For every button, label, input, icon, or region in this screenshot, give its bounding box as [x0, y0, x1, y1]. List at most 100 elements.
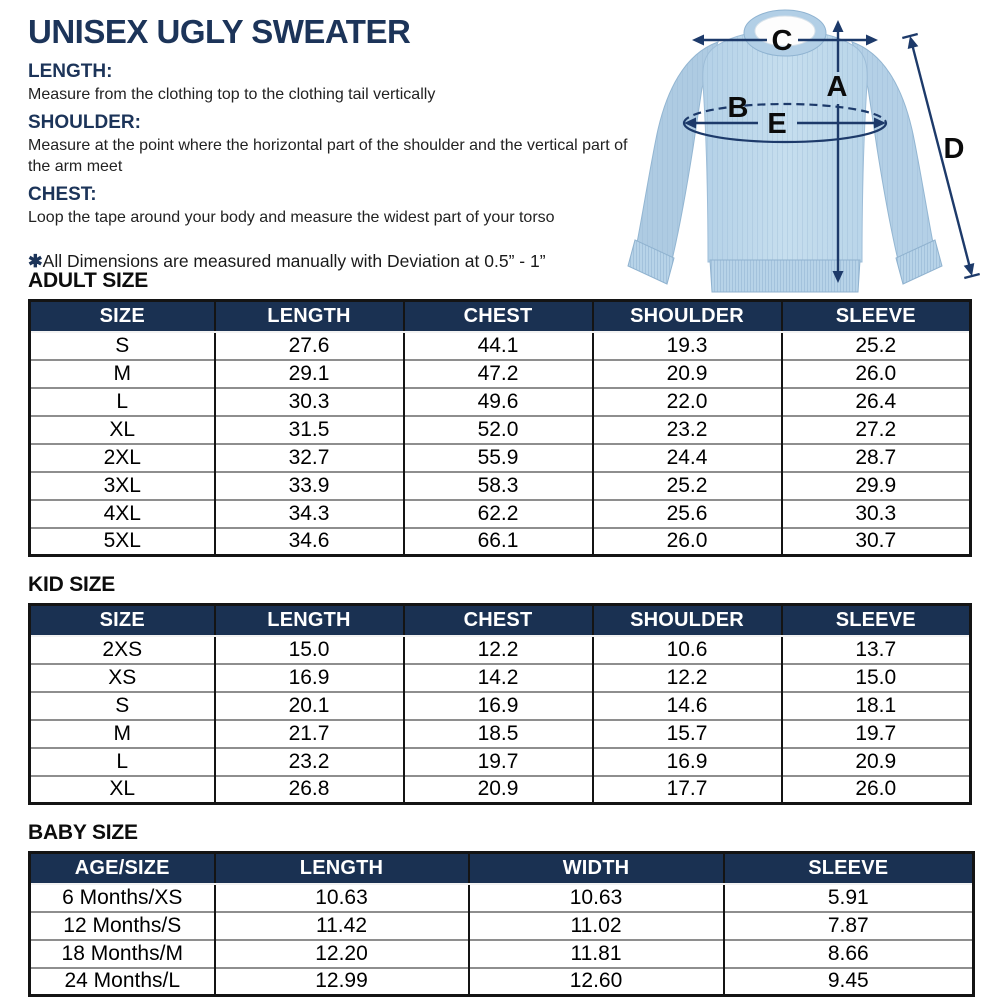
column-header-length: LENGTH [213, 300, 404, 333]
measurement-cell: 26.8 [213, 774, 404, 804]
measurement-cell: 31.5 [213, 414, 404, 444]
measurement-cell: 32.7 [213, 442, 404, 472]
measurement-cell: 47.2 [402, 358, 593, 388]
measurement-cell: 58.3 [402, 470, 593, 500]
table-row: L 30.3 49.6 22.0 26.4 [29, 386, 971, 416]
baby-size-heading: BABY SIZE [28, 821, 138, 844]
measurement-cell: 26.0 [780, 358, 971, 388]
measurement-cell: 23.2 [591, 414, 782, 444]
measurement-cell: 13.7 [780, 635, 971, 664]
chest-ellipse-solid [682, 122, 888, 144]
measurement-cell: 15.0 [213, 635, 404, 664]
column-header-sleeve: SLEEVE [780, 604, 971, 637]
measurement-cell: 12.20 [213, 938, 469, 968]
size-cell: XS [29, 662, 215, 692]
size-cell: 2XL [29, 442, 215, 472]
table-row: M 29.1 47.2 20.9 26.0 [29, 358, 971, 388]
table-row: M 21.7 18.5 15.7 19.7 [29, 718, 971, 748]
measurement-cell: 17.7 [591, 774, 782, 804]
measurement-cell: 33.9 [213, 470, 404, 500]
table-row: 2XS 15.0 12.2 10.6 13.7 [30, 635, 971, 664]
measurement-cell: 49.6 [402, 386, 593, 416]
measurement-cell: 62.2 [402, 498, 593, 528]
measurement-cell: 29.9 [780, 470, 971, 500]
measurement-cell: 14.6 [591, 690, 782, 720]
size-cell: XL [29, 774, 215, 804]
table-row: 6 Months/XS 10.63 10.63 5.91 [30, 883, 974, 912]
arrowhead-down-icon [963, 263, 975, 276]
table-row: XS 16.9 14.2 12.2 15.0 [29, 662, 971, 692]
measurement-cell: 19.7 [780, 718, 971, 748]
size-cell: 12 Months/S [29, 910, 215, 940]
measurement-cell: 44.1 [402, 331, 593, 360]
arrowhead-up-icon [832, 20, 844, 32]
adult-size-heading: ADULT SIZE [28, 269, 149, 292]
deviation-note: ✱All Dimensions are measured manually wi… [28, 250, 628, 272]
measurement-cell: 55.9 [402, 442, 593, 472]
table-row: 12 Months/S 11.42 11.02 7.87 [29, 910, 974, 940]
kid-size-heading: KID SIZE [28, 573, 116, 596]
baby-size-table: AGE/SIZE LENGTH WIDTH SLEEVE 6 Months/XS 10.… [28, 851, 975, 997]
sweater-body [702, 29, 868, 293]
measurement-cell: 12.60 [467, 966, 724, 996]
size-cell: L [29, 386, 215, 416]
measurement-cell: 7.87 [722, 910, 974, 940]
measurement-cell: 27.6 [213, 331, 404, 360]
size-cell: 3XL [29, 470, 215, 500]
page-title: UNISEX UGLY SWEATER [28, 13, 411, 50]
sweater-diagram: C A B E D [620, 0, 1000, 300]
table-row: S 20.1 16.9 14.6 18.1 [29, 690, 971, 720]
length-label: LENGTH: [28, 61, 113, 82]
measurement-cell: 66.1 [402, 526, 593, 556]
measurement-cell: 28.7 [780, 442, 971, 472]
table-row: XL 26.8 20.9 17.7 26.0 [29, 774, 971, 804]
measurement-cell: 12.99 [213, 966, 469, 996]
measurement-cell: 24.4 [591, 442, 782, 472]
measurement-cell: 26.4 [780, 386, 971, 416]
measurement-cell: 26.0 [780, 774, 971, 804]
column-header-chest: CHEST [402, 300, 593, 333]
table-row: XL 31.5 52.0 23.2 27.2 [29, 414, 971, 444]
measurement-cell: 18.1 [780, 690, 971, 720]
collar [743, 9, 827, 57]
measurement-cell: 27.2 [780, 414, 971, 444]
size-cell: XL [29, 414, 215, 444]
measurement-cell: 20.9 [591, 358, 782, 388]
measurement-cell: 20.1 [213, 690, 404, 720]
measurement-cell: 52.0 [402, 414, 593, 444]
table-row: 18 Months/M 12.20 11.81 8.66 [29, 938, 974, 968]
right-sleeve [851, 41, 943, 285]
size-cell: S [115, 333, 130, 357]
table-row: S 27.6 44.1 19.3 25.2 [30, 331, 971, 360]
measurement-cell: 10.63 [467, 883, 724, 912]
measurement-cell: 19.7 [402, 746, 593, 776]
measurement-cell: 10.6 [591, 635, 782, 664]
measurement-cell: 15.0 [780, 662, 971, 692]
measurement-cell: 10.63 [213, 883, 469, 912]
label-a: A [827, 71, 848, 103]
left-sleeve [627, 41, 719, 285]
measurement-cell: 12.2 [402, 635, 593, 664]
column-header-length: LENGTH [213, 604, 404, 637]
measuring-instructions: UNISEX UGLY SWEATER LENGTH: Measure from… [28, 12, 628, 272]
size-cell: L [29, 746, 215, 776]
measurement-cell: 23.2 [213, 746, 404, 776]
column-header-shoulder: SHOULDER [591, 300, 782, 333]
measurement-cell: 30.7 [780, 526, 971, 556]
header-row: SIZE LENGTH CHEST SHOULDER SLEEVE [29, 300, 971, 333]
header-row: SIZE LENGTH CHEST SHOULDER SLEEVE [29, 604, 971, 637]
size-cell: M [29, 358, 215, 388]
measurement-cell: 25.6 [591, 498, 782, 528]
column-header-width: WIDTH [467, 852, 724, 885]
measurement-cell: 19.3 [591, 331, 782, 360]
size-cell: 6 Months/XS [62, 885, 183, 909]
arrowhead-left-icon [692, 34, 704, 46]
shoulder-description: Measure at the point where the horizonta… [28, 137, 628, 175]
measurement-cell: 11.02 [467, 910, 724, 940]
chest-description: Loop the tape around your body and measu… [28, 209, 555, 226]
kid-size-table: SIZE LENGTH CHEST SHOULDER SLEEVE 2XS 15.0 12.… [28, 603, 972, 805]
column-header-chest: CHEST [402, 604, 593, 637]
measurement-cell: 25.2 [780, 331, 971, 360]
header-row: AGE/SIZE LENGTH WIDTH SLEEVE [29, 852, 974, 885]
